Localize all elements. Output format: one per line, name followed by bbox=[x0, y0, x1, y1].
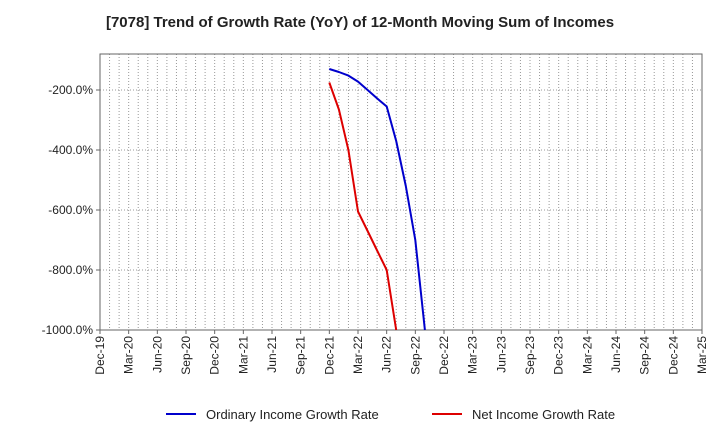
series-lines bbox=[328, 68, 426, 331]
x-axis-tick-labels: Dec-19 Mar-20 Jun-20 Sep-20 Dec-20 Mar-21 Jun-… bbox=[93, 330, 709, 375]
x-tick-label: Dec-22 bbox=[437, 336, 451, 375]
chart-title: [7078] Trend of Growth Rate (YoY) of 12-… bbox=[105, 14, 615, 31]
x-tick-label: Mar-22 bbox=[351, 336, 365, 374]
y-axis-tick-labels: -200.0% -400.0% -600.0% -800.0% -1000.0% bbox=[42, 83, 100, 337]
x-tick-label: Dec-24 bbox=[666, 336, 680, 375]
y-tick-label: -1000.0% bbox=[42, 323, 94, 337]
x-tick-label: Dec-21 bbox=[322, 336, 336, 375]
x-tick-label: Mar-25 bbox=[695, 336, 709, 374]
x-tick-label: Jun-23 bbox=[494, 336, 508, 373]
y-tick-label: -600.0% bbox=[48, 203, 93, 217]
plot-area-frame bbox=[99, 53, 703, 331]
legend: Ordinary Income Growth Rate Net Income Gr… bbox=[166, 407, 615, 422]
y-tick-label: -400.0% bbox=[48, 143, 93, 157]
legend-label: Net Income Growth Rate bbox=[472, 407, 615, 422]
x-tick-label: Mar-20 bbox=[122, 336, 136, 374]
y-tick-label: -200.0% bbox=[48, 83, 93, 97]
x-tick-label: Mar-23 bbox=[466, 336, 480, 374]
x-tick-label: Sep-22 bbox=[408, 336, 422, 375]
x-tick-label: Jun-24 bbox=[609, 336, 623, 373]
x-tick-label: Sep-20 bbox=[179, 336, 193, 375]
x-tick-label: Sep-21 bbox=[294, 336, 308, 375]
x-tick-label: Jun-21 bbox=[265, 336, 279, 373]
x-tick-label: Dec-23 bbox=[552, 336, 566, 375]
y-tick-label: -800.0% bbox=[48, 263, 93, 277]
x-tick-label: Sep-23 bbox=[523, 336, 537, 375]
grid-lines bbox=[99, 54, 703, 331]
x-tick-label: Jun-20 bbox=[150, 336, 164, 373]
x-tick-label: Dec-19 bbox=[93, 336, 107, 375]
x-tick-label: Dec-20 bbox=[208, 336, 222, 375]
series-line-2 bbox=[328, 82, 398, 331]
x-tick-label: Sep-24 bbox=[638, 336, 652, 375]
x-tick-label: Mar-24 bbox=[580, 336, 594, 374]
x-tick-label: Mar-21 bbox=[236, 336, 250, 374]
series-line-1 bbox=[329, 68, 426, 331]
x-tick-label: Jun-22 bbox=[380, 336, 394, 373]
legend-label: Ordinary Income Growth Rate bbox=[206, 407, 379, 422]
